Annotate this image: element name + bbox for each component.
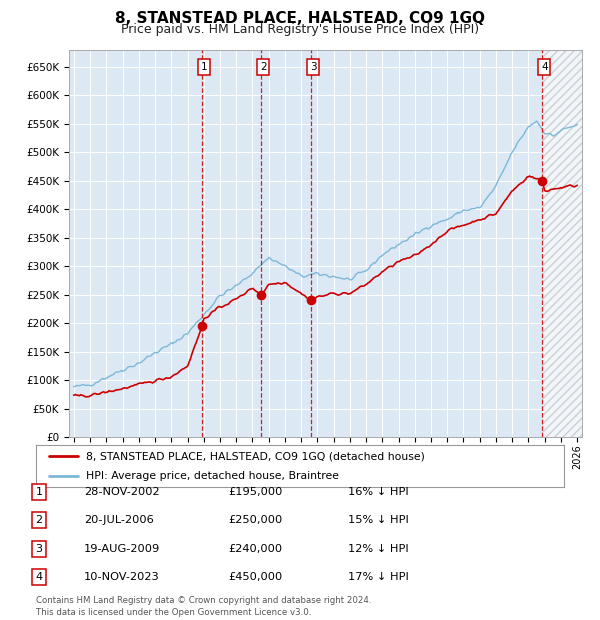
Text: 10-NOV-2023: 10-NOV-2023	[84, 572, 160, 582]
Text: 17% ↓ HPI: 17% ↓ HPI	[348, 572, 409, 582]
Text: 20-JUL-2006: 20-JUL-2006	[84, 515, 154, 525]
Text: £195,000: £195,000	[228, 487, 283, 497]
Text: 28-NOV-2002: 28-NOV-2002	[84, 487, 160, 497]
Text: 1: 1	[201, 62, 208, 72]
Text: £240,000: £240,000	[228, 544, 282, 554]
Text: 12% ↓ HPI: 12% ↓ HPI	[348, 544, 409, 554]
Text: 2: 2	[260, 62, 266, 72]
Text: 4: 4	[35, 572, 43, 582]
Text: 1: 1	[35, 487, 43, 497]
Text: Contains HM Land Registry data © Crown copyright and database right 2024.
This d: Contains HM Land Registry data © Crown c…	[36, 596, 371, 617]
Text: 8, STANSTEAD PLACE, HALSTEAD, CO9 1GQ (detached house): 8, STANSTEAD PLACE, HALSTEAD, CO9 1GQ (d…	[86, 451, 425, 461]
Text: 16% ↓ HPI: 16% ↓ HPI	[348, 487, 409, 497]
Text: HPI: Average price, detached house, Braintree: HPI: Average price, detached house, Brai…	[86, 471, 339, 481]
Text: 4: 4	[541, 62, 548, 72]
Text: £250,000: £250,000	[228, 515, 282, 525]
Bar	[542, 50, 593, 437]
Text: 15% ↓ HPI: 15% ↓ HPI	[348, 515, 409, 525]
Text: 19-AUG-2009: 19-AUG-2009	[84, 544, 160, 554]
Text: 8, STANSTEAD PLACE, HALSTEAD, CO9 1GQ: 8, STANSTEAD PLACE, HALSTEAD, CO9 1GQ	[115, 11, 485, 25]
Text: £450,000: £450,000	[228, 572, 282, 582]
Text: Price paid vs. HM Land Registry's House Price Index (HPI): Price paid vs. HM Land Registry's House …	[121, 23, 479, 36]
Bar	[542, 50, 593, 437]
Text: 3: 3	[310, 62, 317, 72]
Bar	[542, 50, 593, 437]
Text: 2: 2	[35, 515, 43, 525]
Text: 3: 3	[35, 544, 43, 554]
